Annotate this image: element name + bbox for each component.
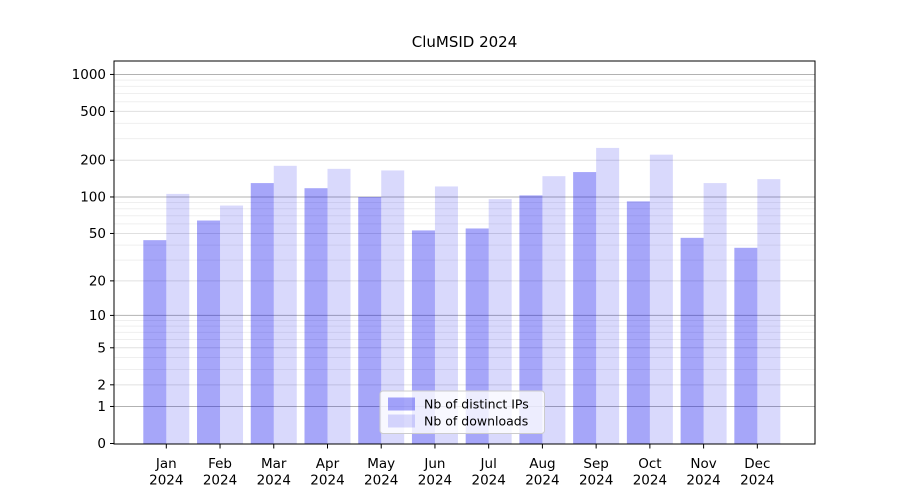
bar-distinct-ips-nov (680, 237, 704, 444)
x-tick-label-month: Jun (423, 456, 445, 472)
bar-distinct-ips-feb (197, 220, 221, 444)
bar-downloads-jul (488, 199, 512, 444)
x-tick-label-month: Jan (155, 456, 177, 472)
y-tick-label: 5 (97, 340, 106, 356)
bar-downloads-apr (327, 168, 351, 444)
x-tick-label-month: Apr (316, 456, 340, 472)
y-tick-label: 500 (80, 104, 106, 120)
chart-title: CluMSID 2024 (411, 33, 518, 51)
y-tick-label: 50 (89, 226, 106, 242)
bar-downloads-may (381, 170, 405, 445)
x-tick-label-month: Jul (480, 456, 497, 472)
bar-downloads-aug (542, 176, 566, 444)
bar-distinct-ips-jul (465, 228, 489, 444)
bar-downloads-oct (649, 154, 673, 444)
bar-distinct-ips-oct (626, 201, 650, 444)
legend-swatch-downloads (388, 414, 415, 428)
x-tick-label-year: 2024 (686, 473, 720, 489)
bar-downloads-feb (220, 205, 244, 444)
y-tick-label: 2 (97, 377, 106, 393)
x-tick-label-year: 2024 (579, 473, 613, 489)
y-tick-label: 10 (89, 308, 106, 324)
x-tick-label-month: Sep (583, 456, 608, 472)
x-tick-label-year: 2024 (310, 473, 344, 489)
x-tick-label-year: 2024 (418, 473, 452, 489)
bar-distinct-ips-sep (573, 172, 597, 444)
y-tick-label: 1 (97, 399, 106, 415)
legend-swatch-distinct-ips (388, 397, 415, 411)
x-tick-label-month: May (367, 456, 395, 472)
x-tick-label-year: 2024 (525, 473, 559, 489)
bar-downloads-sep (596, 147, 620, 444)
bar-downloads-jun (434, 186, 458, 445)
x-tick-label-month: Mar (261, 456, 287, 472)
y-tick-label: 1000 (72, 67, 106, 83)
legend-box (379, 390, 545, 434)
y-tick-label: 0 (97, 436, 106, 452)
x-tick-label-year: 2024 (364, 473, 398, 489)
bar-distinct-ips-dec (734, 247, 758, 444)
bar-distinct-ips-mar (250, 183, 274, 445)
x-tick-label-year: 2024 (257, 473, 291, 489)
x-tick-label-month: Oct (638, 456, 661, 472)
plot-border (113, 60, 816, 445)
x-tick-label-month: Aug (529, 456, 555, 472)
x-tick-label-month: Feb (208, 456, 232, 472)
x-tick-label-year: 2024 (472, 473, 506, 489)
bar-downloads-mar (273, 165, 297, 444)
legend-label-distinct-ips: Nb of distinct IPs (424, 397, 529, 412)
x-tick-label-year: 2024 (203, 473, 237, 489)
x-tick-label-year: 2024 (740, 473, 774, 489)
y-tick-label: 200 (80, 153, 106, 169)
bar-downloads-dec (757, 179, 781, 444)
x-tick-label-month: Dec (744, 456, 770, 472)
legend-label-downloads: Nb of downloads (424, 414, 528, 429)
bar-distinct-ips-jan (143, 240, 167, 444)
x-tick-label-month: Nov (690, 456, 716, 472)
x-tick-label-year: 2024 (633, 473, 667, 489)
bar-downloads-jan (166, 193, 190, 444)
y-tick-label: 100 (80, 189, 106, 205)
bar-distinct-ips-may (358, 196, 382, 444)
bar-downloads-nov (703, 183, 727, 445)
bar-distinct-ips-apr (304, 188, 328, 444)
bar-distinct-ips-aug (519, 195, 543, 444)
y-tick-label: 20 (89, 273, 106, 289)
x-tick-label-year: 2024 (149, 473, 183, 489)
